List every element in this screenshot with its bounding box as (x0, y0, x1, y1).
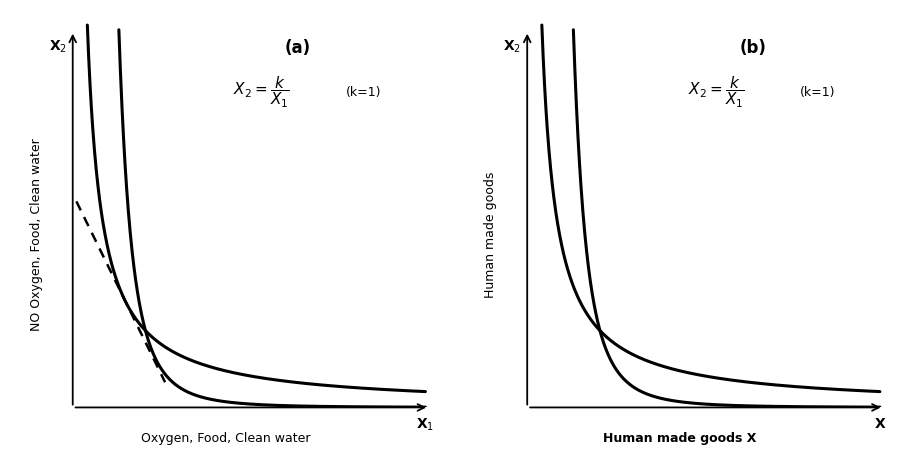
Text: (k=1): (k=1) (800, 86, 835, 99)
Text: $X_2 = \dfrac{k}{X_1}$: $X_2 = \dfrac{k}{X_1}$ (234, 75, 290, 110)
Text: X$_2$: X$_2$ (49, 38, 67, 55)
Text: NO Oxygen, Food, Clean water: NO Oxygen, Food, Clean water (30, 138, 43, 331)
Text: X$_1$: X$_1$ (416, 417, 435, 433)
Text: (a): (a) (285, 38, 311, 56)
Text: (b): (b) (739, 38, 766, 56)
Text: (k=1): (k=1) (345, 86, 381, 99)
Text: X$_2$: X$_2$ (504, 38, 522, 55)
Text: Human made goods: Human made goods (484, 171, 497, 298)
Text: $X_2 = \dfrac{k}{X_1}$: $X_2 = \dfrac{k}{X_1}$ (688, 75, 744, 110)
Text: Human made goods X: Human made goods X (604, 432, 756, 445)
Text: X: X (874, 417, 885, 431)
Text: Oxygen, Food, Clean water: Oxygen, Food, Clean water (141, 432, 310, 445)
